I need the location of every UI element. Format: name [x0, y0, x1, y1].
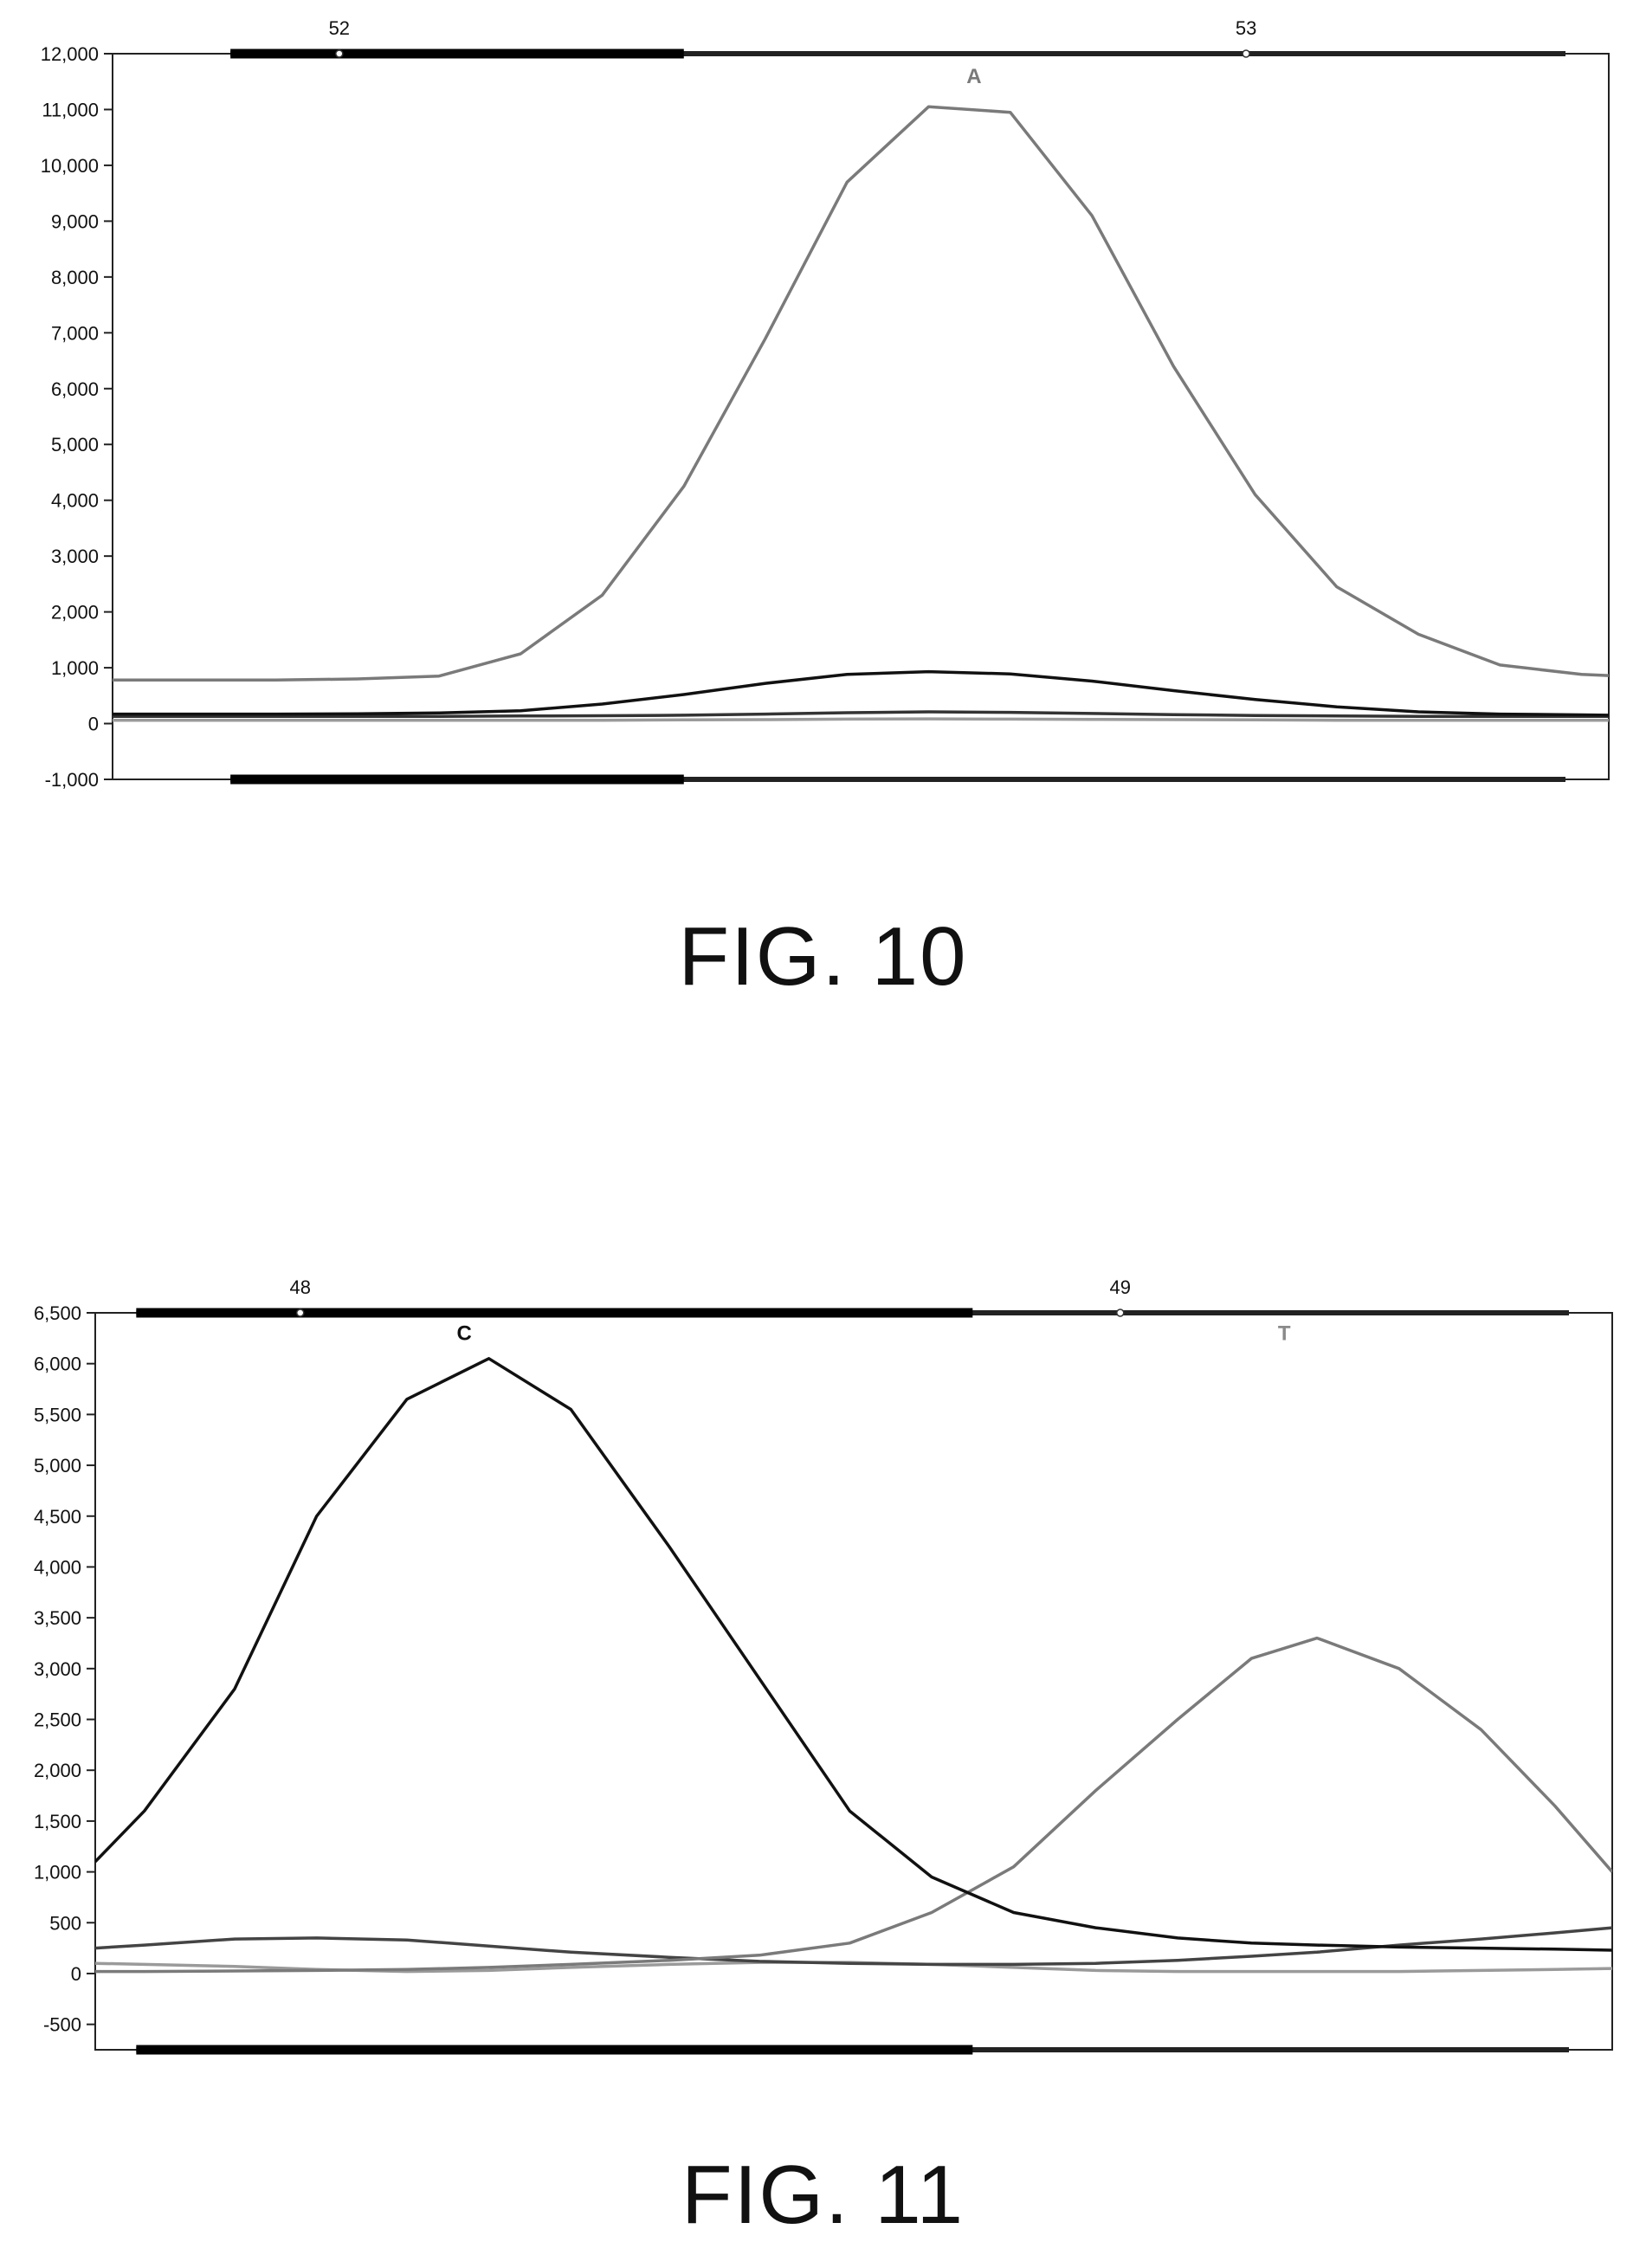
fig11-y-tick-label: 2,500	[34, 1709, 81, 1731]
fig10-plot-frame	[113, 54, 1609, 779]
fig11-y-tick-label: 5,500	[34, 1404, 81, 1425]
fig10-y-tick-label: 5,000	[51, 434, 99, 456]
fig10-peak-label: A	[966, 65, 981, 88]
fig11-y-tick-label: 3,000	[34, 1658, 81, 1680]
fig11-y-tick-label: 1,500	[34, 1811, 81, 1832]
fig10-top-axis-label: 52	[329, 17, 350, 39]
fig11-peak-label: C	[456, 1321, 471, 1345]
fig10-series-line-4	[113, 719, 1609, 720]
fig11-y-tick-label: 6,500	[34, 1302, 81, 1324]
fig10-caption: FIG. 10	[0, 909, 1646, 1005]
fig11-y-tick-label: 0	[71, 1963, 81, 1985]
fig10-y-tick-label: 0	[88, 714, 99, 735]
fig11-y-tick-label: 4,000	[34, 1556, 81, 1578]
fig11-y-tick-label: 4,500	[34, 1506, 81, 1528]
fig11-top-axis-label: 48	[290, 1276, 311, 1298]
fig11-top-axis-tick	[297, 1309, 304, 1316]
fig10-top-axis-tick	[1243, 50, 1249, 57]
fig11-y-tick-label: 6,000	[34, 1354, 81, 1375]
fig11-y-tick-label: 500	[49, 1912, 81, 1934]
fig10-top-axis-tick	[336, 50, 343, 57]
fig11-y-tick-label: -500	[43, 2014, 81, 2036]
fig11-top-axis-label: 49	[1110, 1276, 1131, 1298]
fig10-y-tick-label: 12,000	[41, 43, 99, 65]
fig11-y-tick-label: 1,000	[34, 1862, 81, 1884]
fig10-y-tick-label: 4,000	[51, 490, 99, 512]
fig10-y-tick-label: 11,000	[42, 99, 99, 120]
fig10-top-axis-label: 53	[1236, 17, 1256, 39]
fig10-y-tick-label: 6,000	[51, 378, 99, 400]
fig10-y-tick-label: -1,000	[45, 769, 99, 791]
fig10-y-tick-label: 1,000	[51, 657, 99, 679]
fig11-y-tick-label: 2,000	[34, 1760, 81, 1781]
fig11-caption: FIG. 11	[0, 2148, 1646, 2243]
fig10-chart: 52 53 -1,000 0 1,000 2,000 3,000 4,000 5,000 6,00…	[0, 0, 1646, 866]
fig11-top-axis-tick	[1117, 1309, 1124, 1316]
fig10-y-tick-label: 2,000	[51, 602, 99, 624]
fig11-chart: 48 49 -500 0 500 1,000 1,500 2,000 2,500 3,000 3,5…	[0, 1256, 1646, 2104]
fig11-y-tick-label: 5,000	[34, 1455, 81, 1476]
fig10-y-tick-label: 10,000	[41, 155, 99, 177]
fig11-peak-label: T	[1278, 1321, 1291, 1345]
fig10-y-tick-label: 9,000	[51, 210, 99, 232]
fig11-y-tick-label: 3,500	[34, 1607, 81, 1629]
fig10-y-tick-label: 3,000	[51, 546, 99, 567]
fig10-y-tick-label: 7,000	[51, 322, 99, 344]
fig10-y-tick-label: 8,000	[51, 267, 99, 288]
